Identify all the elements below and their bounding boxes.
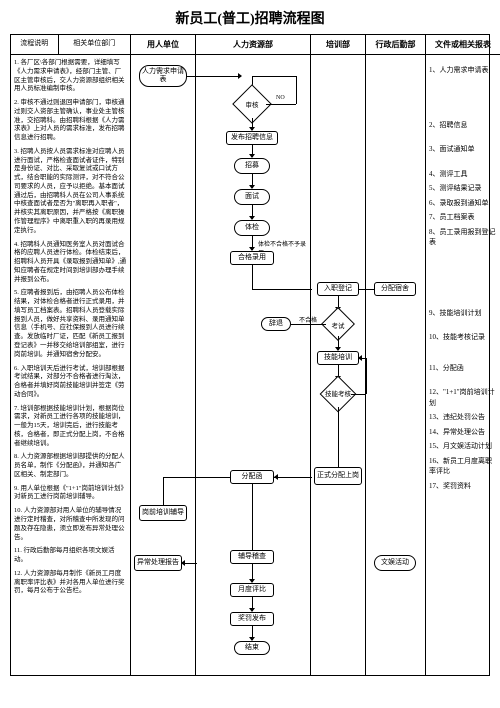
node-abnormal: 异常处理报告 [134,555,182,571]
node-publish: 发布招聘信息 [226,131,278,145]
col-employer: 人力需求申请表 岗前培训辅导 异常处理报告 [131,55,196,675]
node-end: 结束 [234,641,270,655]
node-pre-coach: 岗前培训辅导 [139,505,187,521]
header-desc-sub: 相关单位部门 [59,35,130,54]
doc-11: 11、分配函 [429,363,498,374]
doc-2: 2、招聘信息 [429,120,498,131]
doc-14: 14、异常处理公告 [429,427,498,438]
main-grid: 流程说明 相关单位部门 用人单位 人力资源部 培训部 行政后勤部 文件或相关报表… [10,34,490,676]
doc-6: 6、录取报到通知单 [429,198,498,209]
header-desc-label: 流程说明 [11,35,59,54]
header-col5: 行政后勤部 [366,35,426,55]
node-skill-train: 技能培训 [317,351,359,365]
node-reward: 奖罚发布 [230,612,274,626]
desc-8: 8. 人力资源部根据培训部提供的分配人员名单，制作《分配函》，并通知各广区相关、… [14,453,127,479]
doc-1: 1、人力需求申请表 [429,65,498,76]
label-fail: 不合格 [299,315,317,324]
desc-5: 5. 应聘者报到后，由招聘人员公布体检结果，对体检合格者进行正式录用，并填写员工… [14,289,127,359]
docs-column: 1、人力需求申请表 2、招聘信息 3、面试通知单 4、测评工具 5、测评结果记录… [426,55,500,675]
desc-9: 9. 用人单位根据《"1+1"岗前培训计划》对新员工进行岗前培训辅导。 [14,485,127,503]
doc-4: 4、测评工具 [429,169,498,180]
node-start: 人力需求申请表 [139,65,187,87]
node-medical: 体检 [234,220,270,236]
desc-3: 3. 招聘人员按人员需求标准对应聘人员进行面试，严格检查面试者证件，特别是身份证… [14,148,127,236]
header-col2: 用人单位 [131,35,196,55]
node-dorm: 分配宿舍 [374,282,416,296]
node-activity: 文娱活动 [374,555,416,571]
node-iterate: 辞退 [261,317,291,331]
node-formal: 正式分配上岗 [314,467,362,485]
node-coach-audit: 辅导稽查 [230,550,274,564]
doc-15: 15、月文娱活动计划 [429,441,498,452]
node-dispatch: 分配函 [230,470,274,484]
header-col3: 人力资源部 [196,35,311,55]
col-admin: 分配宿舍 文娱活动 [366,55,426,675]
node-interview: 面试 [234,189,270,205]
desc-6: 6. 入职培训天后进行考试，培训部根据考试结果，对部分不合格者进行淘汰，合格者并… [14,365,127,400]
col-hr: 审核 NO 发布招聘信息 招募 面试 体检 体检不合格不予录用 合格录用 分配函 [196,55,311,675]
desc-12: 12. 人力资源部每月制作《新员工月度离职率评比表》并对各用人单位进行奖罚，每月… [14,570,127,596]
desc-1: 1. 各厂区\各部门根据需要，详细填写《人力需求申请表》，经部门主管、厂区主管审… [14,59,127,94]
doc-17: 17、奖罚资料 [429,481,498,492]
header-desc: 流程说明 相关单位部门 [11,35,131,55]
node-monthly: 月度评比 [230,583,274,597]
col-training: 入职登记 考试 不合格 辞退 技能培训 技能考核 正式分配上岗 [311,55,366,675]
doc-3: 3、面试通知单 [429,144,498,155]
header-col4: 培训部 [311,35,366,55]
doc-5: 5、测评结果记录 [429,183,498,194]
doc-8: 8、员工录用报到登记表 [429,227,498,248]
doc-16: 16、新员工月度离职率评比 [429,456,498,477]
header-col6: 文件或相关报表 [426,35,500,55]
desc-2: 2. 审核不通过则退回申请部门，审核通过则交人资部主管确认，事业处主管核准，交招… [14,99,127,143]
doc-10: 10、技能考核记录 [429,332,498,343]
desc-10: 10. 人力资源部对用人单位的辅导情况进行定时稽查，对所稽查中所发现的问题及存在… [14,507,127,542]
desc-4: 4. 招聘科人员通知医务室人员对面试合格的应聘人员进行体检。体检结束后，招聘科人… [14,241,127,285]
node-recruit: 招募 [234,158,270,174]
doc-7: 7、员工档案表 [429,212,498,223]
page-title: 新员工(普工)招聘流程图 [10,8,490,28]
description-column: 1. 各厂区\各部门根据需要，详细填写《人力需求申请表》，经部门主管、厂区主管审… [11,55,131,675]
doc-12: 12、"1+1"岗前培训计划 [429,387,498,408]
desc-7: 7. 培训部根据技能培训计划，根据岗位需求，对新员工进行各项的技能培训，一般为1… [14,405,127,449]
doc-13: 13、违纪处罚公告 [429,412,498,423]
node-accept: 合格录用 [230,251,274,265]
desc-11: 11. 行政后勤部每月组织各项文娱活动。 [14,547,127,565]
label-no1: NO [276,95,285,101]
doc-9: 9、技能培训计划 [429,308,498,319]
node-onboard: 入职登记 [317,282,359,296]
